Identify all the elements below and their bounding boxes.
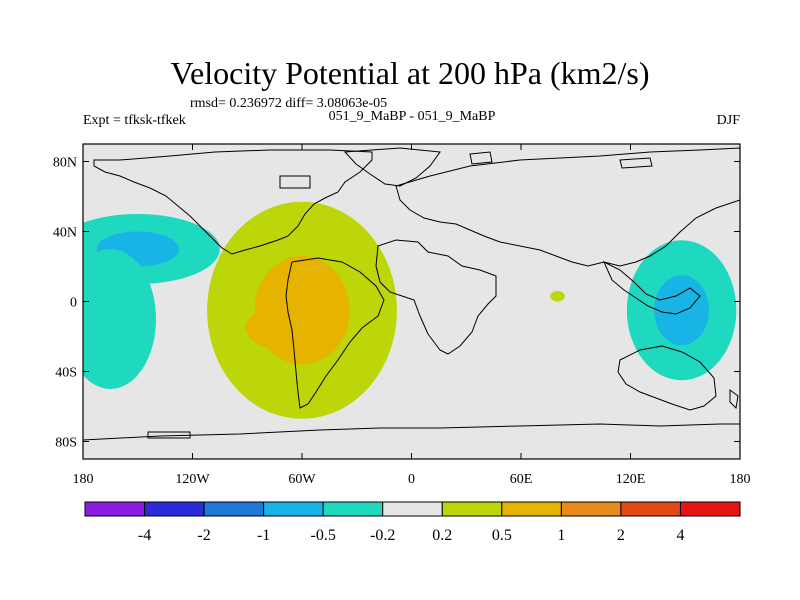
y-tick-label: 40N — [53, 226, 77, 241]
colorbar-label: 1 — [557, 527, 565, 544]
colorbar-label: -0.2 — [370, 527, 395, 544]
coastlines — [83, 147, 740, 459]
comparison-label: 051_9_MaBP - 051_9_MaBP — [329, 109, 496, 124]
axis-ticks: 180 120W 60W 0 60E 120E 180 80N 40N 0 40S 80S — [53, 144, 751, 487]
colorbar-label: 2 — [617, 527, 625, 544]
experiment-label: Expt = tfksk-tfkek — [83, 113, 186, 128]
colorbar-swatch — [144, 501, 205, 517]
contour-west-pacific-low-level-neg0_5 — [654, 275, 709, 346]
colorbar-swatch — [203, 501, 265, 517]
colorbar-swatch — [322, 501, 384, 517]
colorbar-swatch — [501, 501, 562, 517]
coastline-southeast-asia — [602, 260, 701, 315]
coastline-new-zealand — [729, 389, 739, 410]
colorbar: -4 -2 -1 -0.5 -0.2 0.2 0.5 1 2 4 — [84, 501, 741, 544]
colorbar-label: -0.5 — [311, 527, 336, 544]
y-tick-label: 80S — [55, 436, 77, 451]
coastline-eurasia-north — [395, 147, 740, 267]
coastline-africa-eurasia — [375, 239, 497, 355]
x-tick-label: 0 — [408, 472, 415, 487]
contour-east-pacific-low-level-neg0_2 — [83, 249, 156, 389]
contour-indian-ocean-small-level-0_2 — [550, 291, 565, 302]
colorbar-label: -2 — [197, 527, 210, 544]
coastline-south-america — [285, 257, 385, 409]
colorbar-swatch — [560, 501, 622, 517]
colorbar-swatch — [263, 501, 324, 517]
coastline-antarctica — [83, 423, 740, 459]
stats-line: rmsd= 0.236972 diff= 3.08063e-05 — [190, 96, 387, 111]
x-tick-label: 60E — [510, 472, 533, 487]
y-tick-label: 40S — [55, 366, 77, 381]
chart-title: Velocity Potential at 200 hPa (km2/s) — [170, 55, 649, 91]
x-tick-label: 180 — [73, 472, 94, 487]
y-tick-label: 80N — [53, 156, 77, 171]
coastline-arctic-islands — [279, 151, 653, 189]
y-tick-label: 0 — [70, 296, 77, 311]
coastline-antarctic-peninsula — [147, 431, 191, 439]
colorbar-label: -4 — [138, 527, 151, 544]
contour-south-america-core-level-0_5 — [245, 303, 348, 353]
colorbar-label: 0.2 — [432, 527, 452, 544]
x-tick-label: 120W — [175, 472, 210, 487]
x-tick-label: 60W — [288, 472, 316, 487]
colorbar-swatch — [620, 501, 681, 517]
colorbar-swatch — [382, 501, 443, 517]
x-tick-label: 180 — [730, 472, 751, 487]
anomaly-contours — [83, 201, 737, 419]
season-label: DJF — [717, 113, 741, 128]
colorbar-swatch — [679, 501, 741, 517]
coastline-north-america — [93, 149, 373, 255]
colorbar-label: 4 — [676, 527, 684, 544]
colorbar-swatch — [84, 501, 146, 517]
colorbar-label: -1 — [257, 527, 270, 544]
colorbar-swatch — [441, 501, 503, 517]
coastline-australia — [617, 345, 717, 411]
colorbar-label: 0.5 — [492, 527, 512, 544]
x-tick-label: 120E — [616, 472, 646, 487]
map-panel: 180 120W 60W 0 60E 120E 180 80N 40N 0 40S 80S — [53, 143, 751, 487]
